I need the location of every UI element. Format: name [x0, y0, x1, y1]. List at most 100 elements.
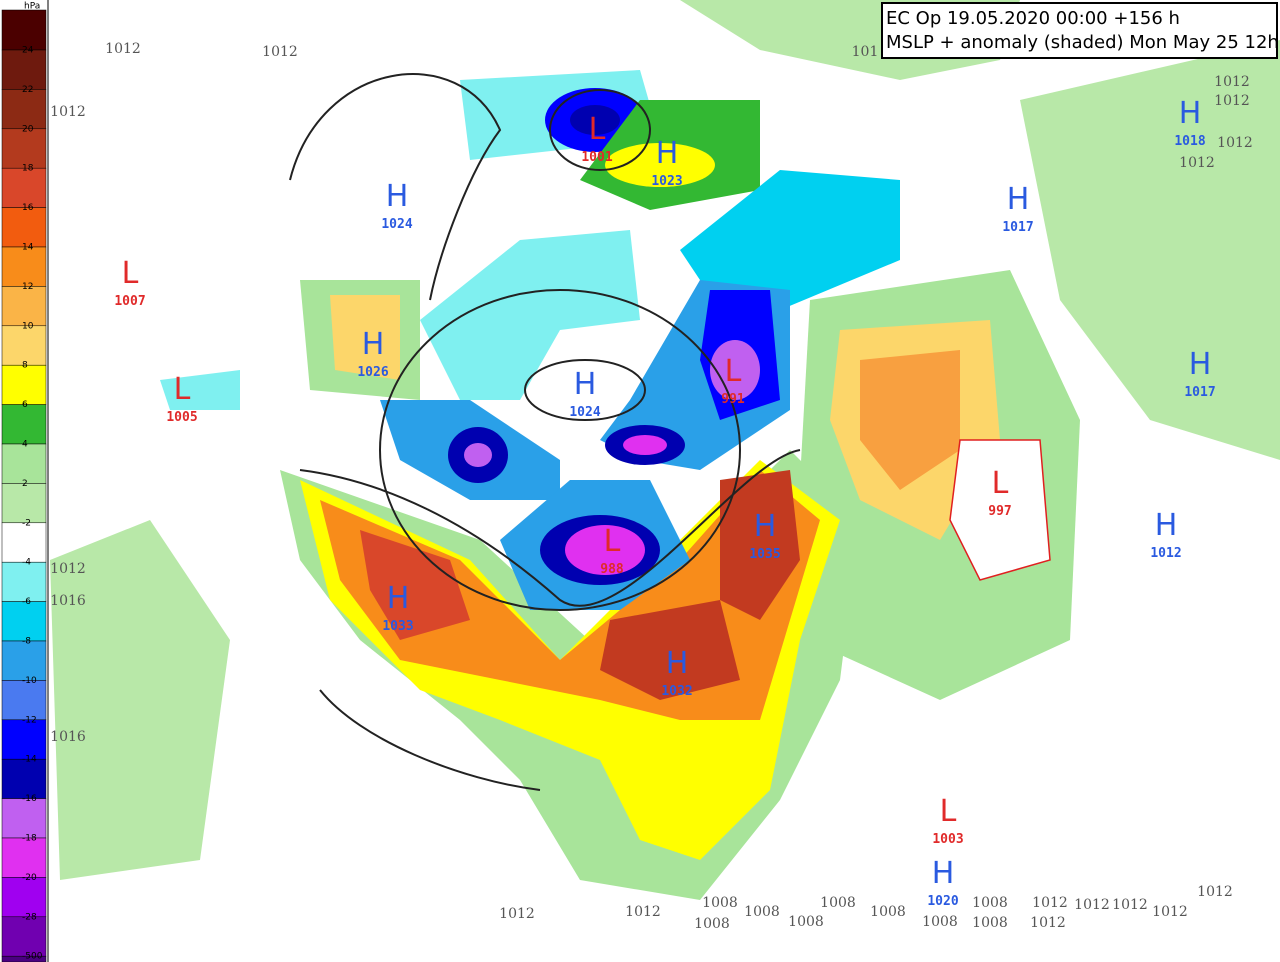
center-letter: H: [1155, 508, 1178, 543]
center-letter: H: [387, 581, 410, 616]
center-letter: H: [754, 509, 777, 544]
colorbar-label: 24: [22, 46, 34, 56]
colorbar-label: -20: [22, 873, 37, 883]
colorbar-cell: [1, 286, 47, 327]
isobar-label: 101: [852, 44, 879, 60]
isobar: [379, 289, 741, 611]
center-letter: L: [122, 256, 139, 291]
colorbar-label: 2: [22, 479, 28, 489]
center-value: 988: [600, 562, 624, 577]
center-value: 1024: [569, 405, 600, 420]
isobar: [289, 73, 502, 301]
colorbar-cell: [1, 167, 47, 208]
center-value: 1012: [1150, 546, 1181, 561]
isobar-label: 1012: [1197, 884, 1233, 900]
isobar-label: 1012: [1074, 897, 1110, 913]
shade: [330, 295, 400, 380]
colorbar-label: -500: [22, 952, 43, 962]
shade: [160, 370, 240, 410]
isobar-label: 1012: [50, 104, 86, 120]
colorbar-cell: [1, 601, 47, 642]
shade: [1020, 40, 1280, 460]
colorbar-cell: [1, 325, 47, 366]
isobar: [549, 89, 651, 171]
isobar-label: 1012: [1030, 915, 1066, 931]
anomaly-shading: [50, 0, 1280, 900]
isobars: [289, 73, 801, 791]
center-value: 1023: [651, 174, 682, 189]
shade: [720, 470, 800, 620]
isobar-label: 1012: [262, 44, 298, 60]
colorbar-cell: [1, 9, 47, 51]
colorbar-label: -2: [22, 518, 31, 528]
colorbar-label: 6: [22, 400, 28, 410]
colorbar-label: -12: [22, 715, 37, 725]
isobar-label: 1012: [499, 906, 535, 922]
colorbar-cell: [1, 246, 47, 287]
isobar-label: 1012: [50, 561, 86, 577]
title-box: EC Op 19.05.2020 00:00 +156 h MSLP + ano…: [881, 2, 1279, 59]
isobar-label: 1012: [1032, 895, 1068, 911]
shade: [360, 530, 470, 640]
colorbar-cell: [1, 758, 47, 799]
colorbar-label: -14: [22, 755, 37, 765]
colorbar-label: -10: [22, 676, 37, 686]
center-letter: H: [932, 856, 955, 891]
colorbar-cell: [1, 680, 47, 721]
center-value: 1001: [581, 150, 612, 165]
colorbar-cell: [1, 522, 47, 563]
isobar-label: 1008: [702, 895, 738, 911]
colorbar-label: -6: [22, 597, 31, 607]
colorbar-label: -18: [22, 834, 37, 844]
isobar-label: 1012: [105, 41, 141, 57]
center-value: 1003: [932, 832, 963, 847]
shade: [50, 520, 230, 880]
isobar: [319, 689, 541, 791]
title-frame: [881, 2, 1278, 59]
colorbar-label: 10: [22, 321, 34, 331]
colorbar-label: -28: [22, 912, 37, 922]
center-letter: H: [656, 136, 679, 171]
isobar: [299, 449, 801, 607]
colorbar-cell: [1, 207, 47, 248]
isobar-label: 1008: [922, 914, 958, 930]
isobar-label: 1008: [820, 895, 856, 911]
isobar-label: 1008: [694, 916, 730, 932]
colorbar-label: 18: [22, 164, 34, 174]
center-value: 997: [988, 504, 1011, 519]
shade: [420, 230, 640, 400]
center-value: 1024: [381, 217, 412, 232]
colorbar-cell: [1, 128, 47, 169]
colorbar-cell: [1, 640, 47, 681]
center-letter: L: [589, 112, 606, 147]
center-letter: H: [574, 367, 597, 402]
center-letter: L: [604, 524, 621, 559]
center-value: 991: [721, 392, 745, 407]
colorbar-cell: [1, 798, 47, 839]
colorbar-label: 12: [22, 282, 33, 292]
isobar-label: 1008: [870, 904, 906, 920]
colorbar-label: 8: [22, 361, 28, 371]
isobar-label: 1008: [972, 895, 1008, 911]
title-line: MSLP + anomaly (shaded) Mon May 25 12h: [886, 32, 1279, 53]
shade: [949, 439, 1051, 581]
colorbar-cell: [1, 443, 47, 484]
pressure-centers: L 1001 H 1023 H 1024 L 1007 H 1026 L 1005 H 1024 L 991 L…: [114, 96, 1215, 909]
isobar-label: 1012: [1112, 897, 1148, 913]
isobar-label: 1016: [50, 729, 86, 745]
colorbar-cell: [1, 877, 47, 918]
colorbar-label: 4: [22, 440, 28, 450]
center-value: 1032: [661, 684, 692, 699]
shade: [623, 435, 667, 455]
center-letter: H: [386, 179, 409, 214]
isobar: [524, 359, 646, 421]
title-line: EC Op 19.05.2020 00:00 +156 h: [886, 8, 1180, 29]
center-letter: H: [362, 327, 385, 362]
center-letter: H: [666, 646, 689, 681]
colorbar-cell: [1, 404, 47, 445]
center-value: 1033: [382, 619, 413, 634]
isobar-label: 1012: [625, 904, 661, 920]
center-letter: H: [1189, 347, 1212, 382]
center-value: 1007: [114, 294, 145, 309]
center-value: 1026: [357, 365, 388, 380]
